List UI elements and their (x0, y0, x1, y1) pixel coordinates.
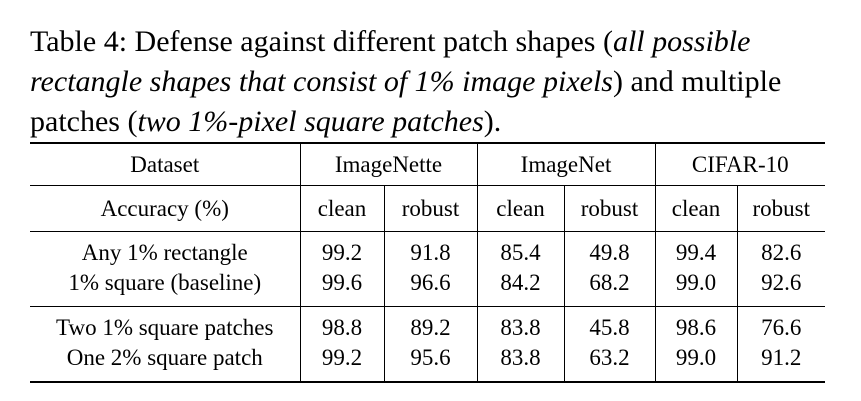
subheader-cell: clean (476, 185, 564, 232)
row-label: Any 1% rectangle (30, 231, 300, 268)
table-cell: 68.2 (563, 268, 655, 307)
caption-prefix: Table 4: Defense against different patch… (30, 25, 613, 58)
table-cell: 83.8 (476, 343, 564, 383)
table-cell: 99.6 (299, 268, 384, 307)
table-caption: Table 4: Defense against different patch… (30, 22, 835, 142)
caption-italic-shapes: all possible rectangle shapes that consi… (30, 25, 751, 98)
table-cell: 95.6 (383, 343, 477, 383)
group-header-cifar10: CIFAR-10 (654, 142, 826, 186)
caption-suffix: ). (483, 105, 502, 138)
results-table: Dataset ImageNette ImageNet CIFAR-10 Acc… (30, 142, 826, 383)
table-cell: 83.8 (476, 306, 564, 343)
group-header-imagenette: ImageNette (299, 142, 477, 186)
table-cell: 99.2 (299, 343, 384, 383)
table-row: One 2% square patch 99.2 95.6 83.8 63.2 … (30, 343, 826, 383)
table-cell: 76.6 (736, 306, 826, 343)
table-row: Any 1% rectangle 99.2 91.8 85.4 49.8 99.… (30, 231, 826, 268)
table-cell: 98.6 (654, 306, 737, 343)
table-cell: 89.2 (383, 306, 477, 343)
subheader-cell: robust (736, 185, 826, 232)
subheader-cell: clean (654, 185, 737, 232)
table-cell: 99.0 (654, 343, 737, 383)
table-cell: 92.6 (736, 268, 826, 307)
subheader-cell: clean (299, 185, 384, 232)
subheader-cell: robust (383, 185, 477, 232)
row-label: Two 1% square patches (30, 306, 300, 343)
caption-italic-patches: two 1%-pixel square patches (137, 105, 484, 138)
table-cell: 49.8 (563, 231, 655, 268)
table-subheader-row: Accuracy (%) clean robust clean robust c… (30, 185, 826, 232)
row-label: 1% square (baseline) (68, 270, 262, 295)
group-header-imagenet: ImageNet (476, 142, 655, 186)
table-cell: 84.2 (476, 268, 564, 307)
subheader-cell: robust (563, 185, 655, 232)
table-cell: 99.0 (654, 268, 737, 307)
table-cell: 91.8 (383, 231, 477, 268)
row-label: One 2% square patch (30, 343, 300, 383)
table-cell: 63.2 (563, 343, 655, 383)
table-row: Two 1% square patches 98.8 89.2 83.8 45.… (30, 306, 826, 343)
table-cell: 91.2 (736, 343, 826, 383)
table-cell: 99.2 (299, 231, 384, 268)
table-cell: 85.4 (476, 231, 564, 268)
table-row: 1% square (baseline) 99.6 96.6 84.2 68.2… (30, 268, 826, 307)
accuracy-header: Accuracy (%) (30, 185, 300, 232)
table-cell: 98.8 (299, 306, 384, 343)
table-cell: 45.8 (563, 306, 655, 343)
caption-middle: ) and multiple patches ( (30, 65, 782, 138)
dataset-header: Dataset (30, 142, 300, 186)
table-group-header-row: Dataset ImageNette ImageNet CIFAR-10 (30, 142, 826, 186)
table-cell: 99.4 (654, 231, 737, 268)
table-cell: 82.6 (736, 231, 826, 268)
table-cell: 96.6 (383, 268, 477, 307)
